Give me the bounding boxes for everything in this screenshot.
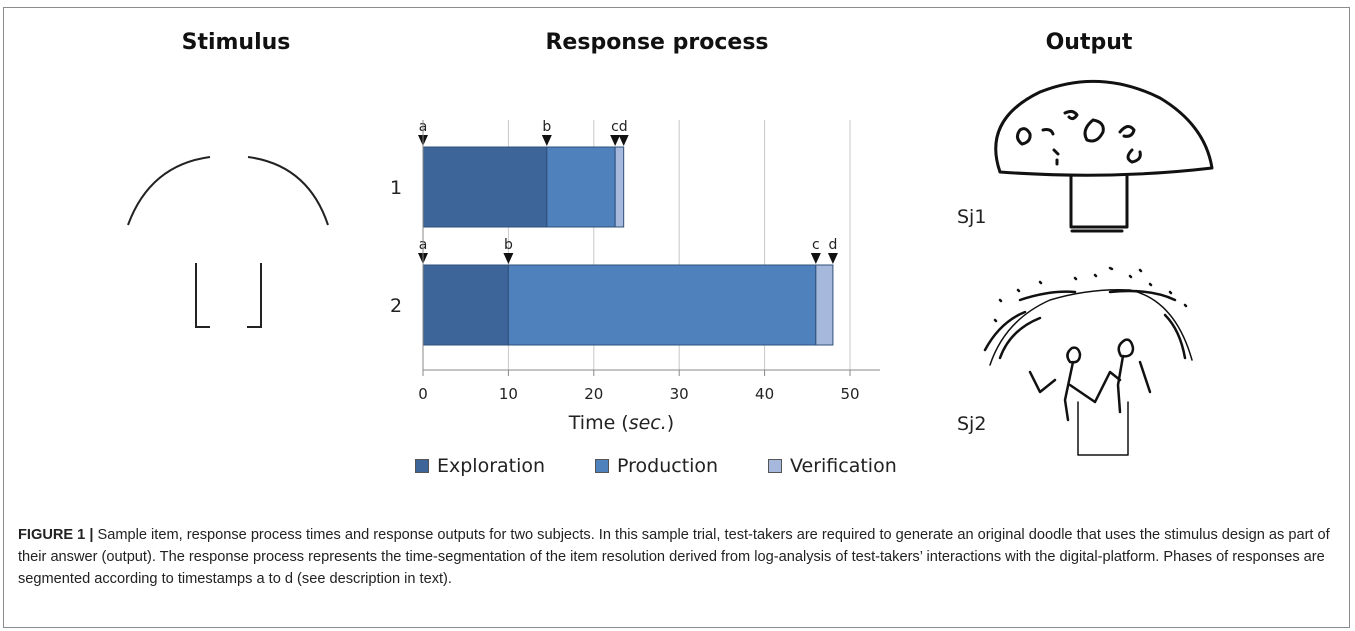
x-tick-label: 10	[499, 385, 518, 403]
legend-label-exploration: Exploration	[437, 455, 546, 477]
legend-label-verification: Verification	[790, 455, 897, 477]
legend-swatch-verification	[768, 459, 782, 473]
timestamp-marker	[827, 253, 838, 264]
bar-production	[546, 146, 616, 228]
legend-item-production: Production	[595, 455, 718, 477]
timestamp-label: cd	[611, 119, 628, 135]
bar-verification	[614, 146, 625, 228]
caption-label: FIGURE 1 |	[18, 527, 94, 543]
timestamp-label: c	[812, 237, 820, 253]
x-tick-label: 50	[840, 385, 859, 403]
sj2-label: Sj2	[957, 413, 987, 435]
timestamp-marker	[810, 253, 821, 264]
stimulus-arc-right	[247, 156, 329, 226]
timestamp-marker	[610, 135, 621, 146]
legend-item-exploration: Exploration	[415, 455, 545, 477]
figure-frame	[3, 7, 1350, 628]
stimulus-bracket-right	[247, 263, 262, 328]
response-process-title: Response process	[545, 30, 769, 55]
x-tick-label: 40	[755, 385, 774, 403]
timestamp-marker	[618, 135, 629, 146]
output-drawings	[983, 79, 1214, 456]
bar-exploration	[422, 146, 548, 228]
x-tick-label: 0	[418, 385, 428, 403]
bar-production	[507, 264, 817, 346]
legend-label-production: Production	[617, 455, 719, 477]
caption-text: Sample item, response process times and …	[18, 527, 1330, 587]
timestamp-label: b	[542, 119, 551, 135]
stimulus-arc-left	[127, 156, 211, 226]
stimulus-drawing	[127, 156, 329, 328]
doodle-sj1	[994, 79, 1214, 233]
legend-swatch-production	[595, 459, 609, 473]
legend-item-verification: Verification	[768, 455, 897, 477]
x-tick-label: 20	[584, 385, 603, 403]
bar-exploration	[422, 264, 509, 346]
timestamp-marker	[503, 253, 514, 264]
doodle-sj2	[983, 266, 1193, 456]
category-label: 2	[390, 295, 402, 317]
figure-caption: FIGURE 1 | Sample item, response process…	[18, 524, 1338, 590]
stimulus-title: Stimulus	[181, 30, 291, 55]
legend-swatch-exploration	[415, 459, 429, 473]
category-label: 1	[390, 177, 402, 199]
bar-verification	[815, 264, 834, 346]
timestamp-label: d	[828, 237, 837, 253]
sj1-label: Sj1	[957, 206, 987, 228]
x-axis-label: Time (sec.)	[568, 412, 674, 434]
x-tick-label: 30	[670, 385, 689, 403]
timestamp-marker	[541, 135, 552, 146]
timestamp-label: b	[504, 237, 513, 253]
output-title: Output	[1045, 30, 1133, 55]
stimulus-bracket-left	[195, 263, 210, 328]
